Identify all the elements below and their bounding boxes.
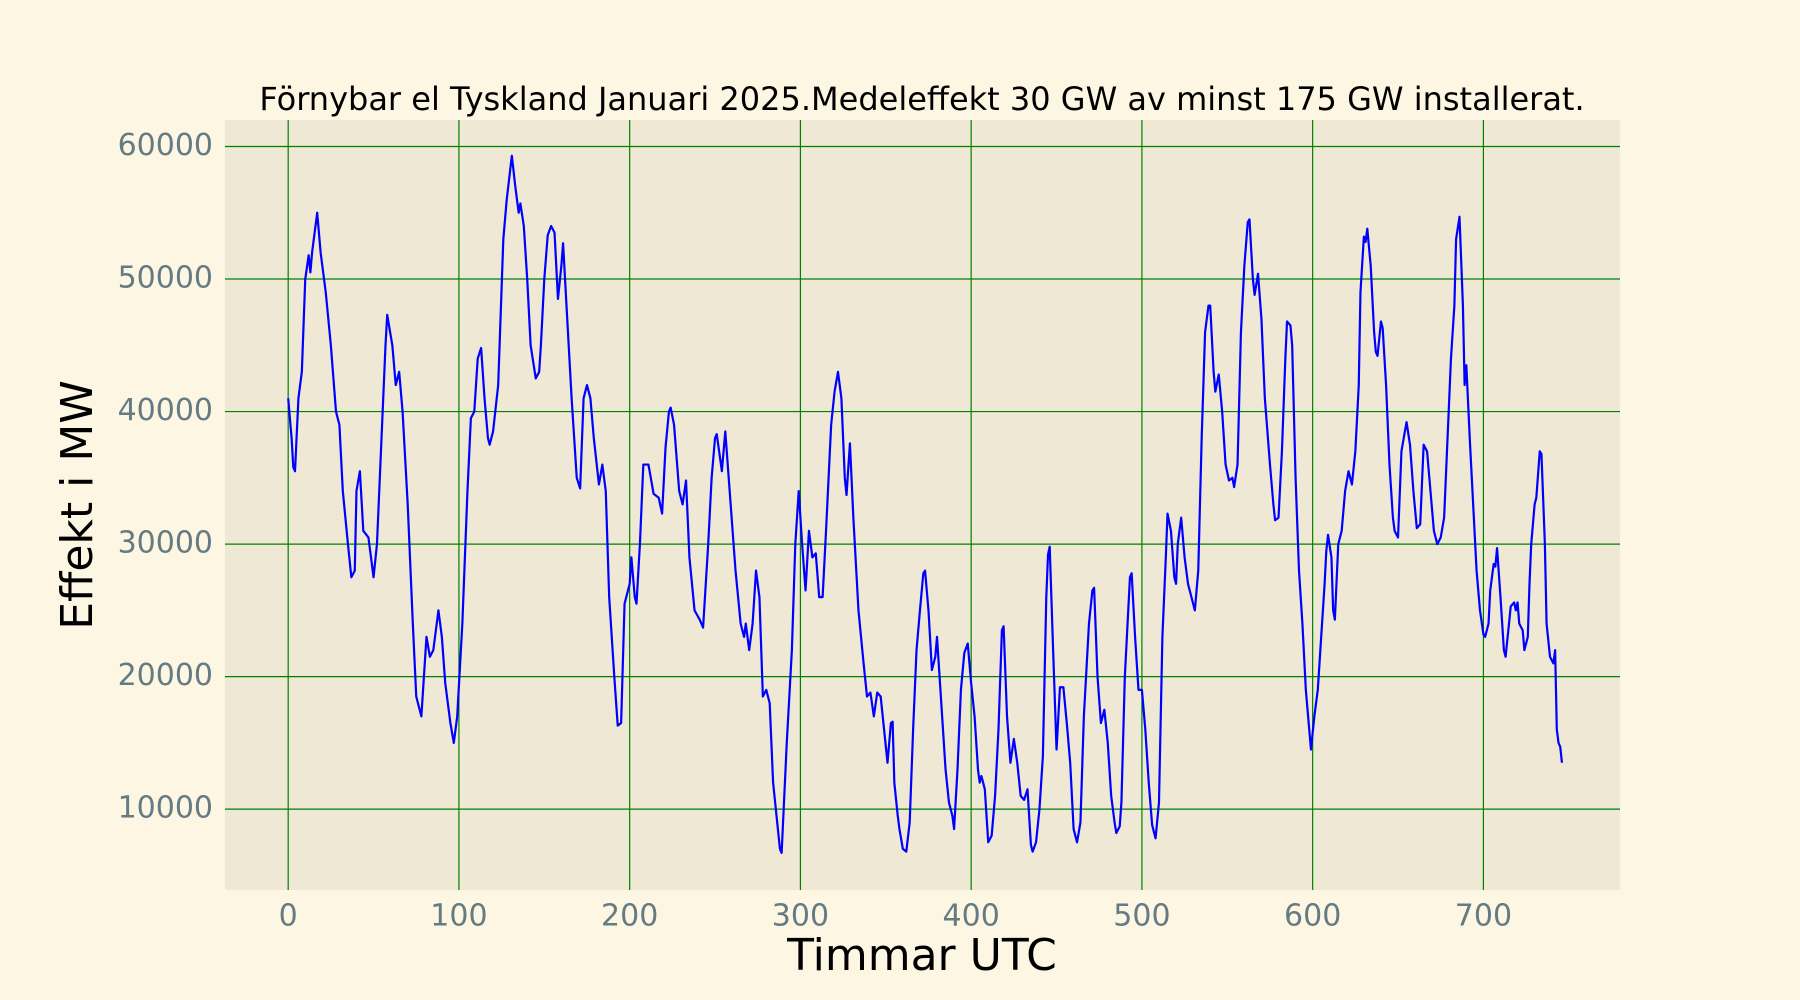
y-axis-label: Effekt i MW bbox=[52, 380, 103, 630]
x-tick-label: 700 bbox=[1455, 899, 1512, 934]
x-tick-label: 0 bbox=[279, 899, 298, 934]
y-tick-label: 50000 bbox=[118, 261, 213, 296]
x-tick-label: 100 bbox=[430, 899, 487, 934]
y-tick-label: 40000 bbox=[118, 393, 213, 428]
x-tick-label: 500 bbox=[1113, 899, 1170, 934]
series-line bbox=[287, 154, 1564, 854]
chart-title: Förnybar el Tyskland Januari 2025.Medele… bbox=[259, 80, 1584, 118]
x-tick-label: 200 bbox=[601, 899, 658, 934]
y-tick-label: 30000 bbox=[118, 526, 213, 561]
x-tick-label: 600 bbox=[1284, 899, 1341, 934]
plot-area bbox=[225, 120, 1620, 890]
marks bbox=[287, 154, 1564, 854]
x-tick-label: 400 bbox=[943, 899, 1000, 934]
y-tick-label: 10000 bbox=[118, 791, 213, 826]
x-axis-label: Timmar UTC bbox=[786, 930, 1057, 981]
y-tick-label: 60000 bbox=[118, 128, 213, 163]
x-tick-label: 300 bbox=[772, 899, 829, 934]
y-tick-label: 20000 bbox=[118, 658, 213, 693]
